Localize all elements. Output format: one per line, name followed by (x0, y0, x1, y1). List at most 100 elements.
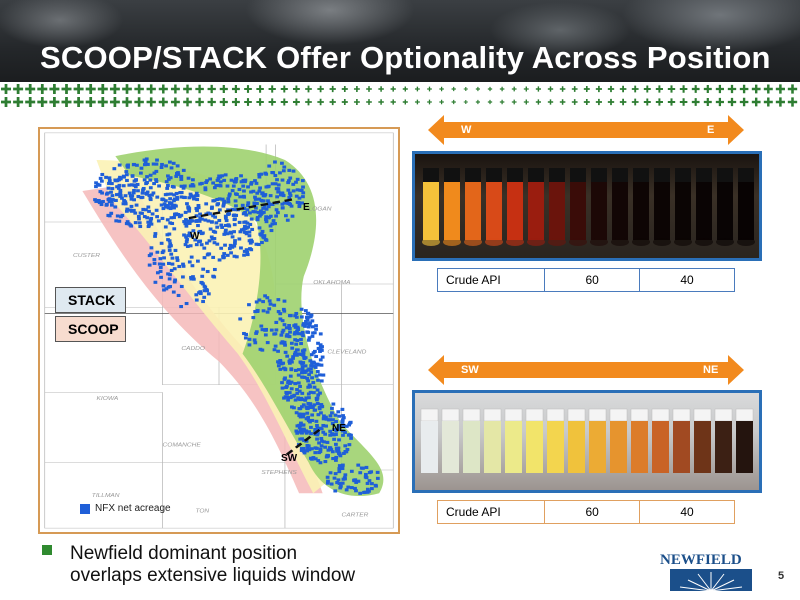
vial-cap (462, 408, 481, 422)
acreage-tract (104, 203, 109, 207)
acreage-tract (324, 417, 329, 421)
plus-mark (244, 85, 252, 93)
acreage-tract (295, 338, 300, 342)
plus-mark (643, 85, 651, 93)
acreage-tract (135, 163, 139, 167)
acreage-tract (299, 447, 304, 451)
api-value-60: 60 (544, 268, 641, 292)
acreage-tract (292, 324, 297, 328)
acreage-tract (345, 447, 350, 452)
vial-cap (423, 168, 439, 182)
acreage-tract (189, 277, 194, 281)
acreage-tract (210, 205, 214, 209)
acreage-tract (148, 173, 153, 177)
acreage-tract (168, 273, 172, 277)
acreage-tract (93, 198, 97, 202)
acreage-tract (196, 224, 200, 228)
acreage-tract (306, 446, 310, 450)
county-label-cleveland: CLEVELAND (327, 350, 367, 355)
api-value-40: 40 (639, 500, 735, 524)
acreage-tract (321, 430, 326, 434)
w-e-transect (188, 197, 297, 220)
acreage-tract (212, 275, 217, 279)
acreage-tract (140, 191, 145, 195)
acreage-tract (274, 208, 279, 212)
acreage-tract (179, 184, 184, 188)
acreage-tract (215, 197, 220, 202)
acreage-tract (299, 431, 304, 435)
acreage-tract (305, 443, 310, 448)
plus-mark (158, 97, 168, 107)
vial-reflection (506, 238, 524, 246)
acreage-tract (314, 419, 319, 423)
stack-label-box: STACK (55, 287, 126, 313)
acreage-tract (178, 191, 183, 195)
acreage-tract (261, 199, 266, 203)
vial-cap (588, 408, 607, 422)
acreage-tract (311, 360, 316, 364)
acreage-tract (318, 345, 323, 350)
acreage-tract (234, 213, 239, 217)
plus-mark (170, 97, 180, 107)
acreage-tract (304, 322, 309, 326)
acreage-tract (214, 221, 219, 225)
acreage-tract (161, 262, 166, 266)
acreage-tract (321, 373, 326, 377)
vial-cap (672, 408, 691, 422)
acreage-tract (217, 208, 222, 212)
acreage-tract (166, 272, 170, 276)
acreage-tract (257, 197, 262, 201)
acreage-tract (208, 177, 213, 181)
acreage-tract (244, 332, 249, 337)
acreage-tract (208, 212, 212, 216)
acreage-tract (310, 447, 314, 451)
acreage-tract (318, 391, 322, 395)
acreage-tract (341, 416, 346, 420)
acreage-tract (281, 169, 286, 173)
acreage-tract (326, 448, 331, 452)
acreage-tract (232, 244, 237, 248)
plus-mark (451, 86, 456, 92)
acreage-tract (217, 218, 222, 223)
acreage-tract (260, 192, 265, 196)
acreage-tract (218, 180, 223, 184)
acreage-tract (262, 234, 267, 238)
map-label-ne: NE (332, 423, 346, 434)
acreage-tract (266, 199, 270, 203)
acreage-tract (232, 223, 237, 227)
acreage-tract (310, 325, 315, 329)
acreage-tract (159, 241, 164, 245)
acreage-tract (295, 388, 299, 392)
plus-mark (146, 84, 156, 94)
acreage-tract (158, 269, 163, 273)
acreage-tract (308, 315, 313, 319)
acreage-tract (199, 281, 204, 285)
acreage-tract (303, 398, 308, 402)
plus-mark (317, 85, 324, 93)
vial-body (549, 182, 565, 240)
plus-mark (691, 98, 700, 106)
acreage-tract (206, 219, 211, 223)
acreage-tract (303, 364, 308, 368)
acreage-tract (212, 199, 217, 203)
acreage-tract (265, 296, 270, 300)
acreage-tract (98, 190, 103, 194)
acreage-tract (337, 438, 341, 442)
acreage-tract (159, 203, 164, 207)
bottom-arrow-label-sw: SW (461, 364, 479, 376)
plus-mark (475, 86, 480, 92)
acreage-tract (186, 176, 191, 180)
acreage-tract (319, 411, 323, 415)
county-label-oklahoma: OKLAHOMA (313, 280, 350, 285)
acreage-tract (137, 221, 142, 225)
acreage-tract (237, 220, 242, 224)
vial-body (631, 421, 648, 473)
acreage-tract (287, 359, 292, 363)
acreage-tract (239, 246, 243, 250)
acreage-tract (173, 278, 177, 282)
acreage-tract (147, 193, 152, 198)
acreage-tract (283, 376, 287, 380)
acreage-tract (291, 355, 296, 359)
acreage-tract (293, 338, 298, 342)
vial-body (463, 421, 480, 473)
